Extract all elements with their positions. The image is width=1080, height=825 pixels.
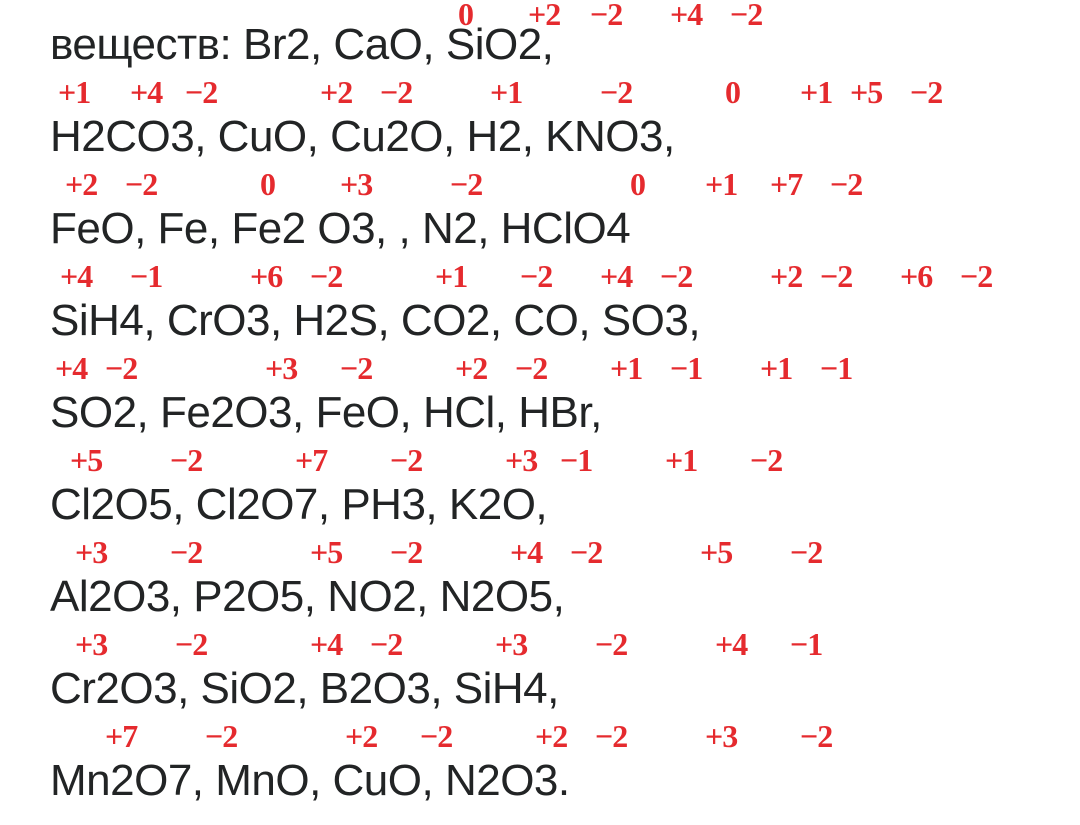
oxidation-annotation: −2 xyxy=(800,718,832,755)
oxidation-annotation: +7 xyxy=(770,166,802,203)
oxidation-annotation: −2 xyxy=(600,74,632,111)
oxidation-annotation: −2 xyxy=(105,350,137,387)
oxidation-annotation: +2 xyxy=(528,0,560,33)
formula-text: SO2, Fe2O3, FeO, HCl, HBr, xyxy=(50,388,602,438)
oxidation-annotation: −2 xyxy=(515,350,547,387)
text-line: Cl2O5, Cl2O7, PH3, K2O,+5−2+7−2+3−1+1−2 xyxy=(50,446,1050,538)
formula-text: Al2O3, P2O5, NO2, N2O5, xyxy=(50,572,564,622)
oxidation-annotation: +5 xyxy=(850,74,882,111)
oxidation-annotation: −2 xyxy=(380,74,412,111)
formula-text: SiH4, CrO3, H2S, CO2, CO, SO3, xyxy=(50,296,700,346)
oxidation-annotation: −2 xyxy=(170,442,202,479)
formula-text: FeO, Fe, Fe2 O3, , N2, HClO4 xyxy=(50,204,630,254)
oxidation-annotation: +3 xyxy=(705,718,737,755)
oxidation-annotation: +4 xyxy=(670,0,702,33)
oxidation-annotation: +5 xyxy=(70,442,102,479)
oxidation-annotation: +2 xyxy=(320,74,352,111)
oxidation-annotation: −1 xyxy=(820,350,852,387)
oxidation-annotation: −1 xyxy=(670,350,702,387)
chemistry-text-block: веществ: Br2, CaO, SiO2,0+2−2+4−2H2CO3, … xyxy=(50,0,1050,814)
oxidation-annotation: +3 xyxy=(340,166,372,203)
text-line: веществ: Br2, CaO, SiO2,0 +2 −2 +4 −2 xyxy=(50,0,1050,78)
oxidation-annotation: −2 xyxy=(175,626,207,663)
oxidation-annotation: −2 xyxy=(790,534,822,571)
oxidation-annotation: −2 xyxy=(660,258,692,295)
oxidation-annotation: +2 xyxy=(770,258,802,295)
oxidation-annotation: 0 xyxy=(630,166,645,203)
oxidation-annotation: +1 xyxy=(800,74,832,111)
oxidation-annotation: −2 xyxy=(590,0,622,33)
oxidation-annotation: +4 xyxy=(55,350,87,387)
oxidation-annotation: +4 xyxy=(310,626,342,663)
oxidation-annotation: −2 xyxy=(370,626,402,663)
oxidation-annotation: −2 xyxy=(960,258,992,295)
oxidation-annotation: −2 xyxy=(390,442,422,479)
oxidation-annotation: −2 xyxy=(340,350,372,387)
oxidation-annotation: +6 xyxy=(900,258,932,295)
oxidation-annotation: −2 xyxy=(750,442,782,479)
oxidation-annotation: −2 xyxy=(730,0,762,33)
oxidation-annotation: +3 xyxy=(75,534,107,571)
oxidation-annotation: 0 xyxy=(725,74,740,111)
text-line: SiH4, CrO3, H2S, CO2, CO, SO3,+4−1+6−2+1… xyxy=(50,262,1050,354)
oxidation-annotation: −2 xyxy=(450,166,482,203)
oxidation-annotation: +5 xyxy=(310,534,342,571)
oxidation-annotation: +4 xyxy=(130,74,162,111)
oxidation-annotation: +3 xyxy=(495,626,527,663)
formula-text: Cr2O3, SiO2, B2O3, SiH4, xyxy=(50,664,559,714)
oxidation-annotation: −2 xyxy=(570,534,602,571)
oxidation-annotation: +7 xyxy=(105,718,137,755)
formula-text: Mn2O7, MnO, CuO, N2O3. xyxy=(50,756,570,806)
oxidation-annotation: −2 xyxy=(420,718,452,755)
text-line: SO2, Fe2O3, FeO, HCl, HBr,+4−2+3−2+2−2+1… xyxy=(50,354,1050,446)
oxidation-annotation: +2 xyxy=(535,718,567,755)
oxidation-annotation: +3 xyxy=(265,350,297,387)
text-line: Al2O3, P2O5, NO2, N2O5,+3−2+5−2+4−2+5−2 xyxy=(50,538,1050,630)
formula-text: Cl2O5, Cl2O7, PH3, K2O, xyxy=(50,480,547,530)
oxidation-annotation: 0 xyxy=(458,0,473,33)
oxidation-annotation: −1 xyxy=(560,442,592,479)
oxidation-annotation: +4 xyxy=(715,626,747,663)
oxidation-annotation: +1 xyxy=(760,350,792,387)
oxidation-annotation: +7 xyxy=(295,442,327,479)
oxidation-annotation: −2 xyxy=(125,166,157,203)
formula-text: веществ: Br2, CaO, SiO2, xyxy=(50,20,553,70)
oxidation-annotation: +3 xyxy=(75,626,107,663)
oxidation-annotation: +6 xyxy=(250,258,282,295)
oxidation-annotation: −2 xyxy=(205,718,237,755)
oxidation-annotation: −1 xyxy=(790,626,822,663)
oxidation-annotation: −2 xyxy=(310,258,342,295)
oxidation-annotation: −2 xyxy=(830,166,862,203)
oxidation-annotation: +3 xyxy=(505,442,537,479)
oxidation-annotation: −2 xyxy=(910,74,942,111)
oxidation-annotation: +2 xyxy=(455,350,487,387)
oxidation-annotation: +1 xyxy=(705,166,737,203)
oxidation-annotation: +1 xyxy=(58,74,90,111)
oxidation-annotation: −2 xyxy=(520,258,552,295)
oxidation-annotation: −2 xyxy=(170,534,202,571)
oxidation-annotation: 0 xyxy=(260,166,275,203)
text-line: Cr2O3, SiO2, B2O3, SiH4,+3−2+4−2+3−2+4−1 xyxy=(50,630,1050,722)
oxidation-annotation: +4 xyxy=(600,258,632,295)
oxidation-annotation: +4 xyxy=(510,534,542,571)
oxidation-annotation: −2 xyxy=(390,534,422,571)
oxidation-annotation: +5 xyxy=(700,534,732,571)
oxidation-annotation: +1 xyxy=(665,442,697,479)
oxidation-annotation: −2 xyxy=(595,718,627,755)
oxidation-annotation: −2 xyxy=(185,74,217,111)
oxidation-annotation: +2 xyxy=(345,718,377,755)
oxidation-annotation: +2 xyxy=(65,166,97,203)
oxidation-annotation: +1 xyxy=(490,74,522,111)
oxidation-annotation: +4 xyxy=(60,258,92,295)
text-line: FeO, Fe, Fe2 O3, , N2, HClO4+2−20+3−20+1… xyxy=(50,170,1050,262)
oxidation-annotation: −2 xyxy=(595,626,627,663)
oxidation-annotation: −1 xyxy=(130,258,162,295)
oxidation-annotation: +1 xyxy=(610,350,642,387)
oxidation-annotation: +1 xyxy=(435,258,467,295)
oxidation-annotation: −2 xyxy=(820,258,852,295)
formula-text: H2CO3, CuO, Cu2O, H2, KNO3, xyxy=(50,112,675,162)
text-line: Mn2O7, MnO, CuO, N2O3.+7−2+2−2+2−2+3−2 xyxy=(50,722,1050,814)
text-line: H2CO3, CuO, Cu2O, H2, KNO3,+1+4−2+2−2+1−… xyxy=(50,78,1050,170)
